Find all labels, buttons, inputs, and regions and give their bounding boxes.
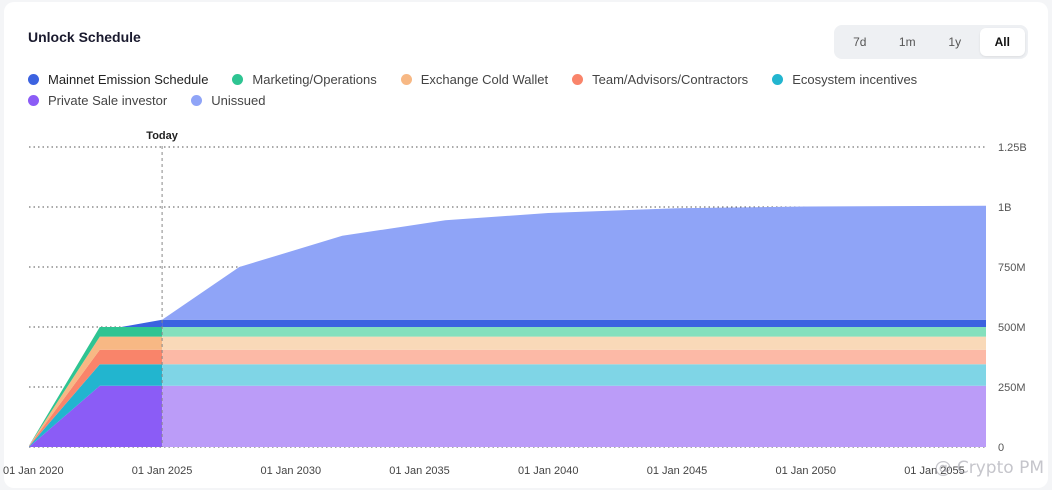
legend-label: Team/Advisors/Contractors <box>592 72 749 87</box>
x-tick-label: 01 Jan 2055 <box>904 465 965 477</box>
legend-label: Ecosystem incentives <box>792 72 918 87</box>
legend-label: Mainnet Emission Schedule <box>48 72 209 87</box>
time-range-selector: 7d 1m 1y All <box>834 25 1028 59</box>
legend-dot-icon <box>232 74 244 85</box>
range-1m-button[interactable]: 1m <box>885 28 931 56</box>
legend-item[interactable]: Unissued <box>191 93 265 108</box>
card-title: Unlock Schedule <box>28 29 141 45</box>
legend-dot-icon <box>400 74 412 85</box>
x-tick-label: 01 Jan 2040 <box>518 465 579 477</box>
legend-item[interactable]: Private Sale investor <box>28 93 167 108</box>
legend-item[interactable]: Exchange Cold Wallet <box>400 72 549 87</box>
x-tick-label: 01 Jan 2035 <box>389 465 450 477</box>
area-exchange-cold-wallet <box>29 336 163 446</box>
legend-item[interactable]: Team/Advisors/Contractors <box>572 72 748 87</box>
area-private-sale-investor <box>29 385 163 447</box>
area-ecosystem-incentives <box>29 364 163 447</box>
legend-dot-icon <box>28 95 39 106</box>
legend-label: Marketing/Operations <box>252 72 377 87</box>
legend-label: Unissued <box>211 93 266 108</box>
area-mainnet-emission-schedule-future <box>162 319 986 327</box>
y-tick-label: 500M <box>998 322 1026 334</box>
area-private-sale-investor-future <box>162 385 986 447</box>
legend-item[interactable]: Marketing/Operations <box>232 72 377 87</box>
legend-label: Private Sale investor <box>48 93 168 108</box>
y-tick-label: 250M <box>998 382 1026 394</box>
chart-legend: Mainnet Emission Schedule Marketing/Opera… <box>28 72 988 108</box>
area-team-advisors-contractors-future <box>162 349 986 365</box>
y-tick-label: 1.25B <box>998 142 1027 154</box>
range-7d-button[interactable]: 7d <box>837 28 883 56</box>
x-tick-label: 01 Jan 2025 <box>132 465 193 477</box>
y-tick-label: 750M <box>998 262 1026 274</box>
legend-dot-icon <box>191 95 203 106</box>
legend-dot-icon <box>28 74 39 85</box>
area-marketing-operations-future <box>162 327 986 337</box>
x-tick-label: 01 Jan 2020 <box>3 465 64 477</box>
y-tick-label: 1B <box>998 202 1011 214</box>
y-tick-label: 0 <box>998 442 1004 454</box>
legend-label: Exchange Cold Wallet <box>420 72 549 87</box>
legend-item[interactable]: Mainnet Emission Schedule <box>28 72 208 87</box>
area-team-advisors-contractors <box>29 349 163 447</box>
area-ecosystem-incentives-future <box>162 364 986 386</box>
legend-dot-icon <box>572 74 584 85</box>
area-exchange-cold-wallet-future <box>162 336 986 350</box>
legend-dot-icon <box>772 74 784 85</box>
today-marker-label: Today <box>146 130 178 142</box>
range-1y-button[interactable]: 1y <box>932 28 978 56</box>
area-unissued-future <box>162 205 986 320</box>
x-tick-label: 01 Jan 2050 <box>775 465 836 477</box>
watermark: @ Crypto PM <box>934 458 1044 478</box>
legend-item[interactable]: Ecosystem incentives <box>772 72 917 87</box>
x-tick-label: 01 Jan 2045 <box>647 465 708 477</box>
range-all-button[interactable]: All <box>979 28 1025 56</box>
x-tick-label: 01 Jan 2030 <box>261 465 322 477</box>
